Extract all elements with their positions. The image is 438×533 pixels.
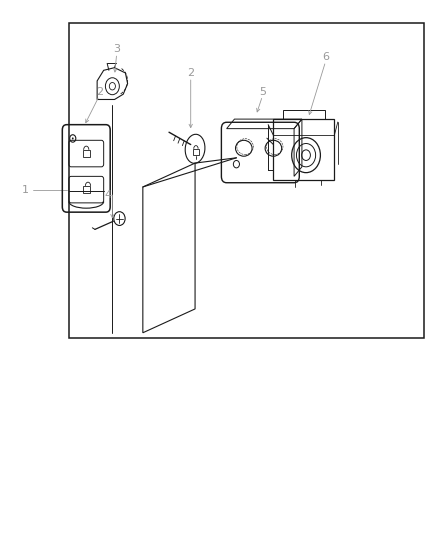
Bar (83, 186, 90, 193)
Text: 2: 2 (96, 86, 103, 96)
Text: 2: 2 (187, 68, 194, 78)
Text: 1: 1 (22, 184, 29, 195)
Text: 3: 3 (113, 44, 120, 54)
Text: 4: 4 (104, 190, 112, 200)
Circle shape (72, 138, 74, 140)
Bar (69, 22, 424, 338)
Text: 6: 6 (322, 52, 329, 62)
Bar (83, 150, 90, 157)
Bar (193, 149, 199, 155)
Text: 5: 5 (259, 86, 266, 96)
